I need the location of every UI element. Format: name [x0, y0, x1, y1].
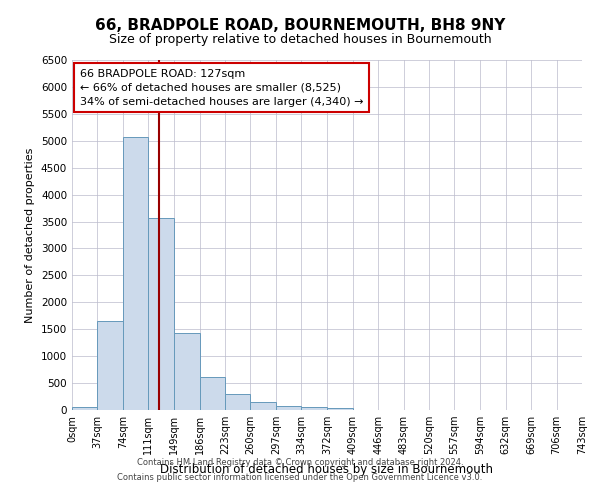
Text: Size of property relative to detached houses in Bournemouth: Size of property relative to detached ho… — [109, 32, 491, 46]
Text: Contains HM Land Registry data © Crown copyright and database right 2024.: Contains HM Land Registry data © Crown c… — [137, 458, 463, 467]
X-axis label: Distribution of detached houses by size in Bournemouth: Distribution of detached houses by size … — [161, 462, 493, 475]
Bar — [174, 334, 200, 410]
Bar — [328, 408, 353, 410]
Bar — [301, 408, 328, 410]
Bar — [200, 377, 225, 410]
Text: 66 BRADPOLE ROAD: 127sqm
← 66% of detached houses are smaller (8,525)
34% of sem: 66 BRADPOLE ROAD: 127sqm ← 66% of detach… — [80, 69, 363, 107]
Text: Contains public sector information licensed under the Open Government Licence v3: Contains public sector information licen… — [118, 473, 482, 482]
Bar — [250, 402, 276, 410]
Bar — [97, 321, 123, 410]
Bar — [123, 136, 148, 410]
Text: 66, BRADPOLE ROAD, BOURNEMOUTH, BH8 9NY: 66, BRADPOLE ROAD, BOURNEMOUTH, BH8 9NY — [95, 18, 505, 32]
Bar — [225, 394, 250, 410]
Y-axis label: Number of detached properties: Number of detached properties — [25, 148, 35, 322]
Bar — [72, 408, 97, 410]
Bar — [148, 218, 174, 410]
Bar — [276, 406, 301, 410]
